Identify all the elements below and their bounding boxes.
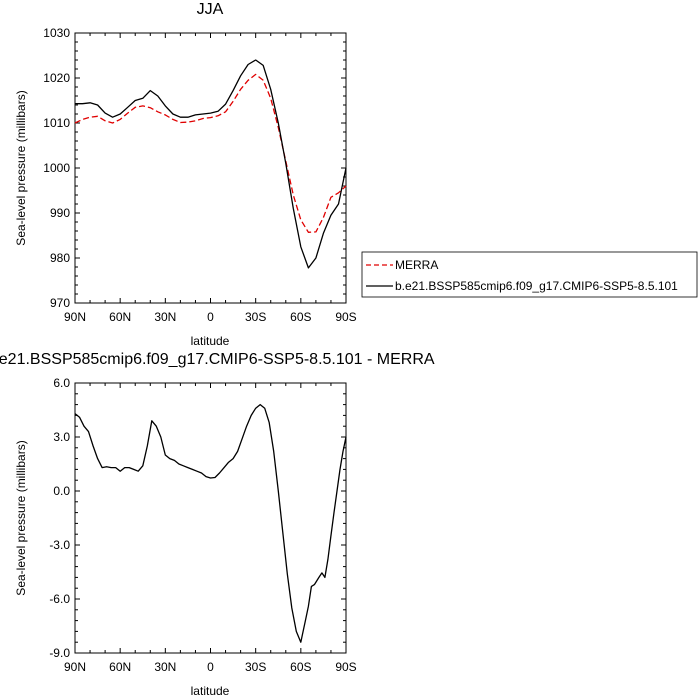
legend: MERRA b.e21.BSSP585cmip6.f09_g17.CMIP6-S… [361, 251, 698, 298]
top-chart-y-tick-label: 1000 [43, 161, 70, 175]
top-chart-y-tick-label: 1030 [43, 26, 70, 40]
top-chart-x-tick-label: 30N [154, 310, 176, 324]
bottom-chart-x-tick-label: 90S [335, 660, 356, 674]
bottom-chart-y-tick-label: -6.0 [49, 592, 70, 606]
bottom-chart-x-tick-label: 30S [245, 660, 266, 674]
top-chart-series-group [74, 59, 347, 269]
bottom-chart-x-tick-label: 0 [207, 660, 214, 674]
top-chart-plot-frame [74, 32, 347, 304]
model-series-line [75, 59, 347, 269]
merra-series-line [74, 73, 347, 233]
top-chart-x-tick-label: 30S [245, 310, 266, 324]
bottom-chart-axis-ticks: 90N 60N 30N 0 30S 60S 90S -9.0 -6.0 -3.0 0.0 3.0 6.0 [49, 376, 356, 674]
legend-label-model: b.e21.BSSP585cmip6.f09_g17.CMIP6-SSP5-8.… [395, 279, 678, 293]
bottom-chart-y-tick-label: 0.0 [53, 484, 70, 498]
bottom-chart-x-tick-label: 60N [109, 660, 131, 674]
bottom-chart-series-group [74, 403, 347, 643]
top-chart-y-tick-label: 990 [50, 206, 70, 220]
legend-box [361, 251, 698, 298]
top-chart-y-tick-label: 1010 [43, 116, 70, 130]
bottom-chart-y-tick-label: 6.0 [53, 376, 70, 390]
top-chart-y-tick-label: 980 [50, 251, 70, 265]
top-chart-x-tick-label: 90N [64, 310, 86, 324]
bottom-chart-y-tick-label: -3.0 [49, 538, 70, 552]
top-chart-axis-ticks: 90N 60N 30N 0 30S 60S 90S 970 980 990 1000 1010 1020… [43, 26, 356, 324]
bottom-chart-line-plot: b.e21.BSSP585cmip6.f09_g17.CMIP6-SSP5-8.… [0, 351, 435, 698]
top-chart-x-tick-label: 60S [290, 310, 311, 324]
top-chart-title: JJA [197, 1, 224, 18]
bottom-chart-y-tick-label: -9.0 [49, 646, 70, 660]
difference-series-line [74, 403, 347, 643]
top-chart-y-tick-label: 1020 [43, 71, 70, 85]
bottom-chart-x-tick-label: 30N [154, 660, 176, 674]
top-chart-x-tick-label: 90S [335, 310, 356, 324]
top-chart-y-axis-label: Sea-level pressure (millibars) [14, 90, 28, 245]
bottom-chart-x-tick-label: 90N [64, 660, 86, 674]
bottom-chart-x-tick-label: 60S [290, 660, 311, 674]
bottom-chart-x-axis-label: latitude [191, 684, 230, 698]
top-chart-y-tick-label: 970 [50, 296, 70, 310]
legend-label-merra: MERRA [395, 258, 438, 272]
top-chart-x-axis-label: latitude [191, 334, 230, 348]
top-chart-line-plot: JJA 90N 60N 30N 0 30S 60S 90S 970 980 990 1000 1010… [14, 1, 698, 348]
top-chart-x-tick-label: 0 [207, 310, 214, 324]
bottom-chart-plot-frame [74, 382, 347, 654]
bottom-chart-title: b.e21.BSSP585cmip6.f09_g17.CMIP6-SSP5-8.… [0, 351, 435, 368]
bottom-chart-y-tick-label: 3.0 [53, 430, 70, 444]
bottom-chart-y-axis-label: Sea-level pressure (millibars) [14, 440, 28, 595]
top-chart-x-tick-label: 60N [109, 310, 131, 324]
